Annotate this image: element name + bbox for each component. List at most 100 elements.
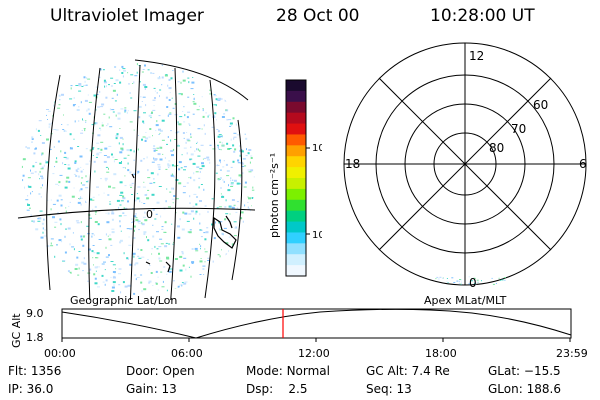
- uv-speckle: [126, 257, 129, 260]
- uv-speckle: [200, 236, 203, 238]
- uv-speckle: [172, 70, 174, 71]
- uv-speckle: [31, 136, 34, 139]
- polar-speckle: [476, 281, 479, 283]
- uv-speckle: [47, 119, 48, 120]
- uv-speckle: [201, 96, 203, 98]
- uv-speckle: [183, 166, 187, 168]
- uv-speckle: [27, 177, 31, 179]
- uv-speckle: [133, 150, 135, 153]
- uv-speckle: [59, 174, 63, 176]
- uv-speckle: [135, 278, 137, 281]
- uv-speckle: [121, 148, 124, 151]
- uv-speckle: [133, 129, 135, 131]
- uv-speckle: [112, 187, 116, 189]
- uv-speckle: [173, 187, 174, 190]
- uv-speckle: [105, 233, 107, 236]
- uv-speckle: [172, 243, 174, 245]
- uv-speckle: [111, 210, 114, 213]
- colorbar-swatch: [286, 112, 306, 125]
- uv-speckle: [138, 229, 140, 231]
- uv-speckle: [235, 123, 237, 126]
- uv-speckle: [137, 170, 140, 173]
- uv-speckle: [122, 68, 126, 70]
- uv-speckle: [99, 90, 101, 93]
- uv-speckle: [177, 236, 181, 239]
- uv-speckle: [135, 213, 137, 215]
- uv-speckle: [117, 117, 121, 120]
- mlat-label-70: 70: [511, 122, 526, 136]
- uv-speckle: [247, 201, 249, 203]
- uv-speckle: [207, 159, 210, 161]
- uv-speckle: [190, 136, 192, 138]
- uv-speckle: [39, 162, 42, 165]
- uv-speckle: [132, 237, 136, 239]
- uv-speckle: [247, 152, 250, 155]
- uv-speckle: [46, 245, 50, 248]
- uv-speckle: [141, 222, 143, 225]
- uv-speckle: [106, 125, 108, 127]
- uv-speckle: [199, 213, 201, 216]
- uv-speckle: [102, 69, 105, 71]
- uv-speckle: [78, 120, 80, 122]
- uv-speckle: [173, 242, 175, 243]
- uv-speckle: [204, 157, 206, 159]
- uv-speckle: [164, 157, 166, 159]
- uv-speckle: [179, 116, 183, 118]
- uv-speckle: [151, 161, 155, 163]
- uv-speckle: [234, 148, 237, 151]
- uv-speckle: [43, 235, 47, 237]
- polar-speckle: [474, 279, 476, 281]
- uv-speckle: [65, 207, 67, 209]
- uv-speckle: [74, 120, 76, 123]
- uv-speckle: [103, 192, 105, 194]
- uv-speckle: [78, 83, 82, 85]
- uv-speckle: [119, 239, 123, 242]
- uv-speckle: [102, 281, 105, 283]
- uv-speckle: [183, 257, 187, 259]
- uv-speckle: [152, 99, 156, 101]
- geographic-image-panel[interactable]: 0: [0, 40, 260, 300]
- uv-speckle: [200, 245, 202, 248]
- uv-speckle: [187, 77, 190, 79]
- altitude-timeline[interactable]: GC Alt 9.0 1.8 00:00 06:00 12:00 18:00 2…: [0, 300, 600, 362]
- uv-speckle: [160, 271, 163, 273]
- uv-speckle: [108, 84, 110, 86]
- uv-speckle: [91, 233, 94, 235]
- uv-speckle: [105, 212, 107, 214]
- uv-speckle: [196, 166, 200, 168]
- uv-speckle: [218, 206, 222, 208]
- polar-plot[interactable]: 12 0 18 6 60 70 80: [335, 40, 600, 295]
- uv-speckle: [182, 70, 184, 73]
- uv-speckle: [213, 237, 216, 240]
- uv-speckle: [182, 79, 186, 82]
- uv-speckle: [101, 124, 104, 127]
- uv-speckle: [155, 149, 158, 151]
- uv-speckle: [100, 148, 103, 151]
- uv-speckle: [230, 183, 234, 186]
- mlt-label-6: 6: [579, 157, 587, 171]
- altitude-curve: [61, 308, 572, 339]
- uv-speckle: [166, 273, 168, 275]
- uv-speckle: [129, 228, 133, 230]
- timeline-x-tick: 00:00: [44, 347, 76, 360]
- uv-speckle: [95, 270, 97, 272]
- uv-speckle: [142, 136, 146, 138]
- uv-speckle: [78, 251, 81, 252]
- uv-speckle: [103, 81, 107, 84]
- uv-speckle: [192, 77, 194, 78]
- uv-speckle: [215, 172, 218, 174]
- uv-speckle: [159, 89, 162, 91]
- uv-speckle: [127, 154, 130, 156]
- polar-speckle: [460, 283, 462, 285]
- uv-speckle: [136, 277, 140, 278]
- uv-speckle: [146, 197, 150, 200]
- uv-speckle: [166, 257, 170, 260]
- uv-speckle: [143, 122, 145, 124]
- uv-speckle: [120, 147, 124, 150]
- uv-speckle: [165, 200, 167, 203]
- uv-speckle: [50, 199, 52, 201]
- uv-speckle: [66, 124, 69, 126]
- uv-speckle: [85, 175, 87, 178]
- uv-speckle: [58, 181, 61, 184]
- uv-speckle: [105, 256, 109, 258]
